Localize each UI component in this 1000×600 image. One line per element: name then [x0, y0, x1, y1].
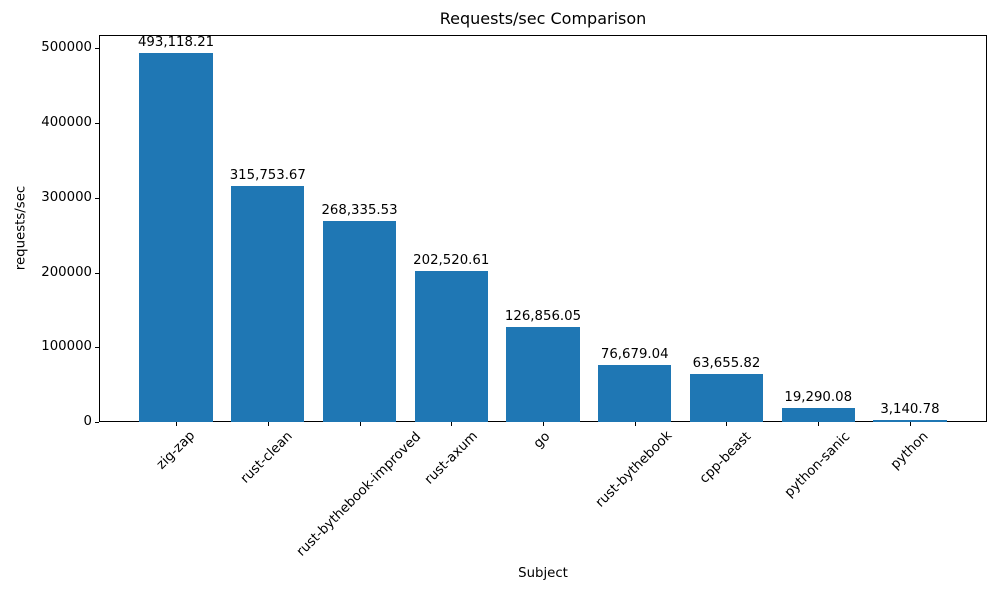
x-tick-mark	[818, 422, 820, 426]
bar-go	[506, 327, 580, 422]
x-tick-mark	[726, 422, 728, 426]
x-tick-mark	[176, 422, 178, 426]
bar-value-label: 493,118.21	[137, 35, 215, 51]
x-axis-label: Subject	[518, 566, 568, 581]
bar-value-label: 315,753.67	[229, 167, 306, 183]
bar-value-label: 76,679.04	[600, 346, 669, 362]
y-tick-label: 200000	[41, 264, 92, 280]
y-tick-mark	[95, 123, 99, 125]
x-tick-label: zig-zap	[153, 428, 198, 473]
y-tick-label: 300000	[41, 189, 92, 205]
x-tick-label: cpp-beast	[697, 429, 755, 487]
y-tick-label: 400000	[41, 115, 92, 131]
bar-rust-clean	[231, 185, 305, 422]
x-tick-mark	[451, 422, 453, 426]
bar-value-label: 126,856.05	[504, 309, 582, 325]
x-tick-mark	[543, 422, 544, 426]
x-tick-label: rust-bythebook	[593, 428, 676, 512]
y-tick-label: 0	[83, 414, 92, 429]
y-tick-label: 100000	[41, 339, 92, 355]
bar-value-label: 268,335.53	[321, 203, 398, 219]
bar-zig-zap	[139, 53, 213, 422]
y-tick-mark	[95, 347, 99, 349]
x-tick-label: rust-clean	[238, 429, 297, 487]
bar-value-label: 63,655.82	[692, 356, 761, 372]
bar-rust-bythebook	[598, 364, 672, 422]
y-tick-mark	[95, 272, 99, 274]
y-tick-mark	[95, 422, 99, 423]
bar-python	[873, 419, 947, 422]
x-tick-mark	[634, 422, 636, 426]
x-tick-label: go	[531, 429, 554, 452]
bar-value-label: 19,290.08	[784, 389, 853, 405]
bar-value-label: 202,520.61	[413, 252, 490, 268]
x-tick-mark	[359, 422, 361, 426]
x-tick-label: rust-axum	[421, 428, 481, 488]
x-tick-label: rust-bythebook-improved	[294, 428, 425, 560]
bar-cpp-beast	[689, 374, 764, 422]
y-tick-label: 500000	[41, 40, 92, 56]
y-tick-mark	[95, 48, 99, 50]
x-tick-mark	[267, 422, 269, 426]
chart-title: Requests/sec Comparison	[439, 9, 647, 28]
bar-python-sanic	[781, 407, 855, 422]
bar-rust-axum	[414, 270, 488, 422]
x-tick-label: python-sanic	[782, 429, 854, 501]
y-tick-mark	[95, 197, 99, 199]
x-tick-label: python	[887, 429, 932, 473]
bar-rust-bythebook-improved	[322, 221, 397, 422]
x-tick-mark	[909, 422, 911, 426]
bar-value-label: 3,140.78	[880, 401, 940, 417]
